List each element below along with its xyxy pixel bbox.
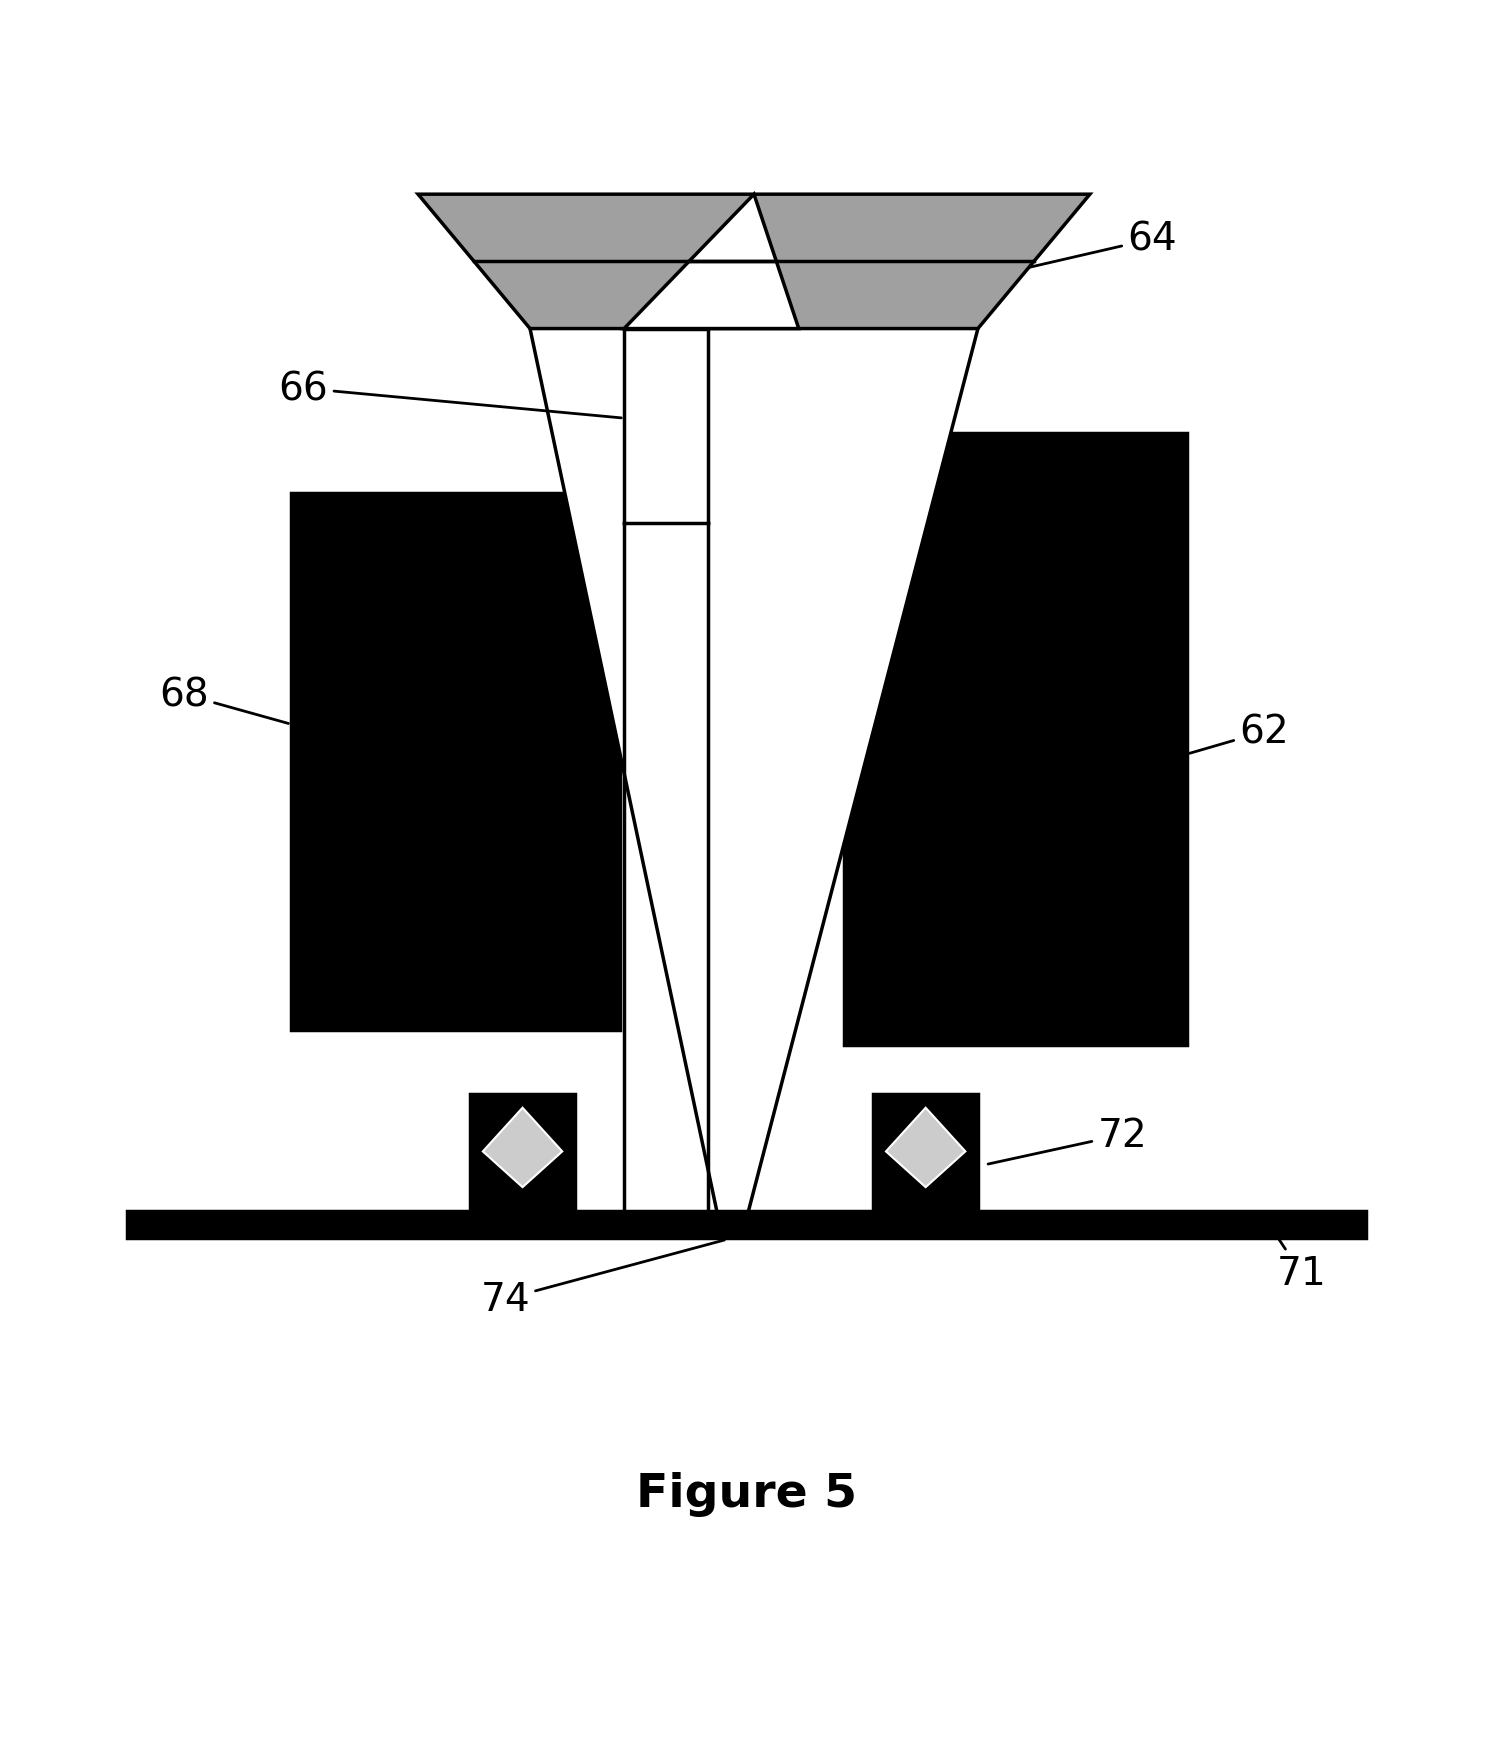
Bar [624,329,708,523]
Text: 66: 66 [279,371,621,418]
Bar [291,493,620,1031]
Text: 71: 71 [1271,1227,1326,1292]
Bar [470,1094,575,1215]
Bar [873,1094,978,1215]
Polygon shape [624,196,799,329]
Polygon shape [885,1108,966,1187]
Text: 64: 64 [1026,220,1176,269]
Text: 62: 62 [1190,713,1288,753]
Bar [624,523,708,1225]
Text: 68: 68 [160,676,288,724]
Bar [844,434,1187,1045]
Text: 72: 72 [988,1117,1147,1164]
Text: 74: 74 [481,1241,724,1318]
Bar [127,1211,1366,1238]
Polygon shape [530,329,978,1225]
Polygon shape [482,1108,563,1187]
Polygon shape [418,196,1090,329]
Text: Figure 5: Figure 5 [636,1470,857,1516]
